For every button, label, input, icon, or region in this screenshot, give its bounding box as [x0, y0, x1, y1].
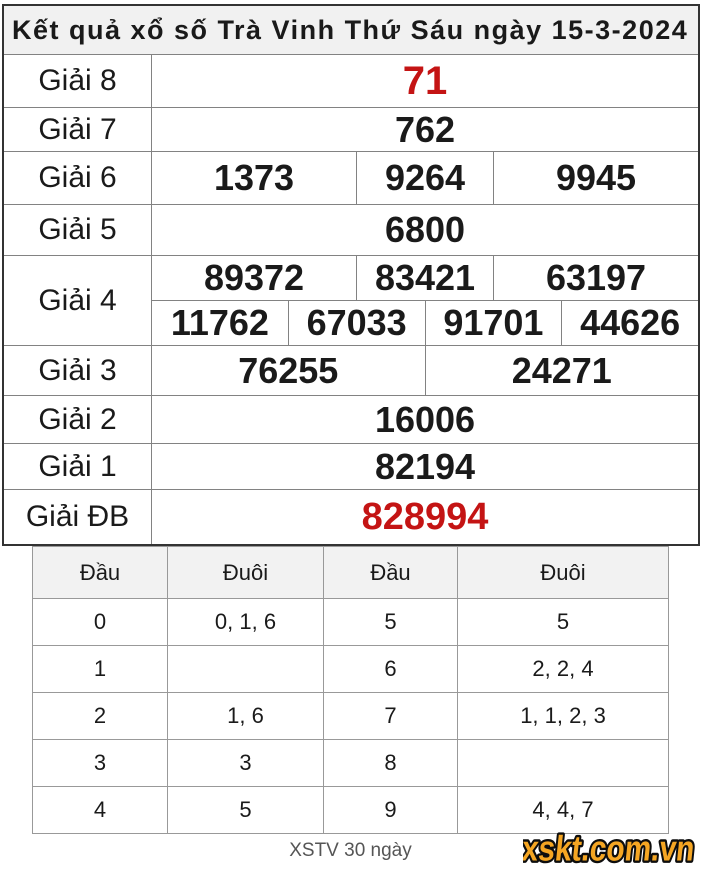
svg-text:xskt.com.vn: xskt.com.vn	[523, 828, 697, 868]
